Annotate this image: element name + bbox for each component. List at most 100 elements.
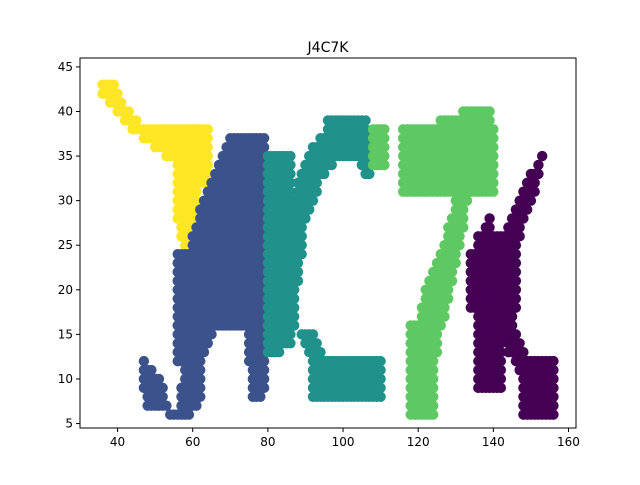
data-point [285, 150, 296, 162]
series-4 [465, 150, 559, 420]
plot-frame [79, 57, 577, 429]
data-point [454, 240, 465, 251]
data-point [258, 355, 270, 367]
data-point [488, 186, 499, 197]
data-point [108, 79, 120, 90]
data-point [304, 204, 315, 215]
data-point [488, 124, 499, 135]
data-point [548, 400, 559, 411]
data-point [288, 320, 300, 331]
data-point [533, 168, 544, 180]
data-point [157, 382, 168, 394]
data-point [300, 213, 311, 224]
data-point [533, 159, 544, 171]
data-point [191, 400, 202, 411]
data-point [191, 195, 202, 206]
data-point [206, 329, 217, 340]
data-point [292, 275, 304, 287]
data-point [273, 347, 285, 358]
data-point [195, 391, 206, 402]
data-point [536, 150, 548, 162]
data-point [191, 186, 202, 197]
data-point [510, 240, 522, 251]
y-tick-label: 5 [65, 417, 73, 431]
data-point [454, 231, 465, 242]
data-point [288, 311, 300, 322]
data-point [461, 195, 473, 206]
data-point [548, 391, 559, 402]
data-point [285, 186, 296, 197]
data-point [446, 275, 458, 287]
data-point [258, 141, 270, 153]
data-point [510, 266, 522, 278]
data-point [518, 347, 529, 358]
data-point [484, 222, 495, 233]
data-point [138, 355, 150, 367]
data-point [443, 293, 454, 304]
data-point [285, 177, 296, 189]
data-point [529, 177, 540, 189]
data-point [510, 329, 522, 340]
data-point [495, 373, 507, 385]
data-point [375, 373, 386, 385]
data-point [514, 231, 525, 242]
data-point [379, 124, 390, 135]
data-point [488, 150, 499, 162]
data-point [285, 168, 296, 180]
data-point [311, 186, 322, 197]
data-point [161, 400, 172, 411]
data-point [379, 133, 390, 144]
data-point [112, 88, 123, 99]
data-point [495, 364, 507, 376]
data-point [488, 177, 499, 189]
data-point [258, 364, 270, 376]
y-tick-label: 35 [58, 149, 73, 163]
data-point [428, 373, 439, 385]
data-point [296, 240, 307, 251]
data-point [495, 338, 507, 349]
data-point [375, 355, 386, 367]
data-point [510, 257, 522, 269]
data-point [379, 141, 390, 153]
data-point [450, 257, 461, 269]
data-point [292, 257, 304, 269]
data-point [258, 133, 270, 144]
data-point [488, 159, 499, 171]
data-point [123, 106, 135, 117]
data-point [288, 302, 300, 313]
data-point [326, 159, 337, 171]
y-tick-label: 45 [58, 60, 73, 74]
data-point [458, 204, 469, 215]
x-tick-label: 100 [332, 435, 355, 449]
data-point [435, 320, 446, 331]
data-point [428, 382, 439, 394]
data-point [198, 347, 210, 358]
data-point [285, 159, 296, 171]
data-point [510, 275, 522, 287]
data-point [446, 266, 458, 278]
data-point [439, 311, 450, 322]
data-point [495, 382, 507, 394]
data-point [131, 115, 142, 126]
data-point [548, 409, 559, 420]
y-axis: 5 10 15 20 25 30 35 40 45 [58, 60, 80, 431]
x-axis: 40 60 80 100 120 140 160 [110, 428, 580, 449]
data-point [288, 293, 300, 304]
data-point [360, 115, 371, 126]
x-tick-label: 120 [407, 435, 430, 449]
data-point [510, 284, 522, 296]
y-tick-label: 10 [58, 372, 73, 386]
data-point [375, 391, 386, 402]
data-point [495, 355, 507, 367]
data-point [375, 364, 386, 376]
data-point [548, 364, 559, 376]
data-point [506, 311, 518, 322]
data-point [428, 391, 439, 402]
data-point [379, 150, 390, 162]
data-point [428, 409, 439, 420]
data-point [202, 124, 213, 135]
data-point [364, 168, 375, 180]
data-point [375, 382, 386, 394]
data-point [514, 338, 525, 349]
